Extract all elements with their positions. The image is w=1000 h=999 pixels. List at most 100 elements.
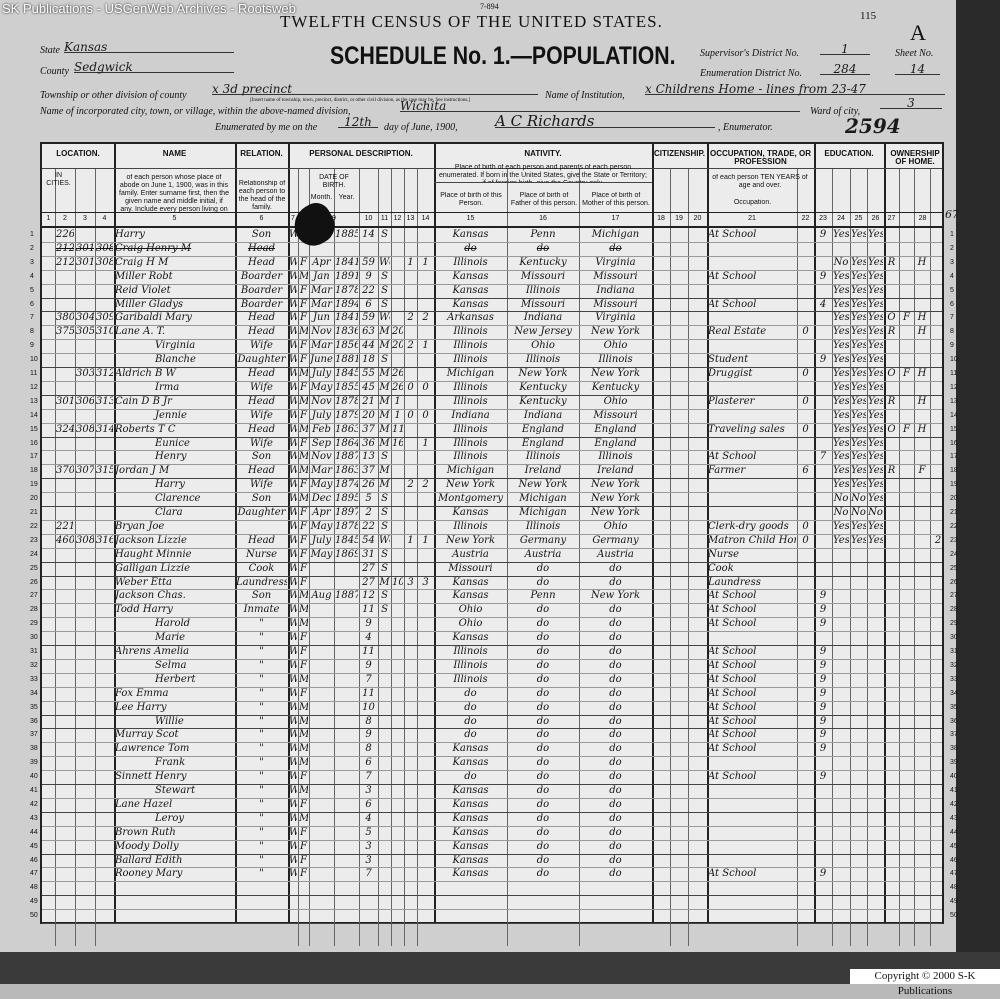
marital-cell: M: [379, 381, 390, 393]
name-description: of each person whose place of abode on J…: [119, 174, 229, 213]
write-cell: Yes: [851, 256, 866, 268]
birth-cell: do: [464, 715, 477, 727]
year-cell: 1855: [335, 381, 358, 393]
mother-b-cell: do: [609, 757, 622, 769]
population-table: LOCATION. NAME RELATION. PERSONAL DESCRIPTI…: [30, 142, 958, 946]
row-line: [42, 575, 942, 577]
age-cell: 45: [362, 381, 375, 393]
column-divider: [884, 144, 886, 922]
color-cell: W: [289, 492, 297, 505]
row-number-left: 44: [30, 828, 38, 836]
birth-cell: Kansas: [452, 590, 489, 602]
mother-b-cell: Kentucky: [591, 381, 640, 393]
sex-cell: M: [299, 367, 308, 380]
name-cell: Brown Ruth: [115, 826, 176, 838]
name-cell: Lawrence Tom: [115, 743, 190, 755]
mother-b-cell: do: [609, 646, 622, 657]
sex-cell: F: [300, 298, 307, 310]
enumeration-day: 12th: [338, 115, 378, 129]
write-cell: Yes: [851, 270, 866, 282]
occupation-cell: At School: [708, 715, 757, 727]
name-cell: Marie: [155, 632, 186, 644]
occupation-cell: Traveling sales: [708, 423, 785, 435]
county-value: Sedgwick: [74, 60, 234, 74]
occupation-cell: At School: [708, 771, 757, 783]
mother-b-cell: New York: [591, 590, 640, 602]
column-number: 14: [421, 215, 430, 222]
occupation-cell: Druggist: [708, 368, 753, 379]
mother-b-cell: do: [609, 562, 622, 574]
birth-cell: Illinois: [453, 659, 488, 671]
row-line: [42, 269, 942, 271]
marital-cell: S: [381, 354, 388, 366]
name-cell: Jackson Chas.: [115, 590, 186, 602]
color-cell: W: [289, 701, 297, 714]
column-number: 27: [887, 215, 896, 222]
age-cell: 9: [365, 618, 372, 630]
age-cell: 37: [362, 465, 375, 477]
row-number-left: 23: [30, 536, 38, 544]
father-cell: Michigan: [519, 507, 567, 518]
color-cell: W: [289, 256, 297, 269]
column-divider: [652, 144, 654, 922]
header-group-6: CITIZENSHIP.: [654, 150, 705, 158]
relation-cell: Wife: [250, 381, 273, 393]
row-number-left: 29: [30, 620, 38, 628]
month-cell: Jan: [313, 270, 330, 282]
row-number-left: 14: [30, 411, 38, 419]
occupation-cell: Real Estate: [708, 326, 767, 338]
mother-b-cell: do: [609, 743, 622, 755]
age-cell: 31: [362, 548, 375, 560]
month-cell: Mar: [311, 284, 332, 296]
relation-cell: Head: [247, 465, 275, 477]
unemp-cell: 0: [802, 395, 809, 407]
row-line: [42, 603, 942, 605]
sex-cell: M: [299, 701, 308, 714]
color-cell: W: [289, 826, 297, 839]
sex-cell: M: [299, 423, 308, 436]
sex-cell: F: [300, 548, 307, 560]
living-cell: 2: [422, 479, 429, 491]
birth-cell: Kansas: [452, 229, 489, 240]
father-cell: do: [536, 743, 550, 755]
age-cell: 22: [362, 520, 375, 532]
family-cell: 308: [96, 242, 113, 254]
color-cell: W: [289, 520, 297, 533]
marital-cell: M: [379, 437, 390, 449]
row-number-right: 46: [950, 856, 958, 864]
row-number-left: 38: [30, 745, 38, 753]
name-cell: Haught Minnie: [115, 548, 192, 560]
sheet-stamp: 2594: [845, 114, 901, 138]
color-cell: W: [289, 784, 297, 797]
occupation-cell: Matron Child Home: [708, 534, 796, 546]
birth-cell: Ohio: [458, 618, 483, 630]
read-cell: Yes: [833, 451, 849, 463]
family-cell: 314: [96, 423, 113, 435]
occupation-cell: At School: [708, 687, 757, 699]
sex-cell: M: [299, 756, 308, 769]
occupation-description: of each person TEN YEARS of age and over…: [712, 174, 808, 189]
month-cell: Nov: [311, 451, 332, 463]
row-number-right: 41: [950, 787, 958, 794]
relation-cell: ": [259, 673, 264, 685]
relation-cell: Cook: [248, 562, 275, 574]
age-cell: 14: [362, 229, 375, 240]
institution-value: x Childrens Home - lines from 23-47: [645, 82, 945, 96]
column-number: 5: [172, 215, 177, 222]
unemp-cell: 0: [802, 368, 809, 379]
color-cell: W: [289, 450, 297, 463]
yrs-cell: 26: [392, 368, 403, 379]
birth-cell: Kansas: [452, 868, 489, 880]
sex-cell: F: [300, 354, 307, 366]
row-number-left: 48: [30, 884, 38, 892]
enumerator-signature: A C Richards: [495, 112, 715, 130]
relation-cell: Head: [247, 423, 275, 435]
sex-cell: M: [299, 492, 308, 505]
birth-person-label: Place of birth of this Person.: [440, 192, 502, 207]
marital-cell: S: [381, 562, 388, 574]
birth-cell: New York: [446, 479, 495, 491]
row-number-left: 3: [30, 258, 34, 266]
row-line: [42, 311, 942, 313]
month-cell: Apr: [312, 507, 331, 518]
marital-cell: M: [379, 395, 390, 407]
